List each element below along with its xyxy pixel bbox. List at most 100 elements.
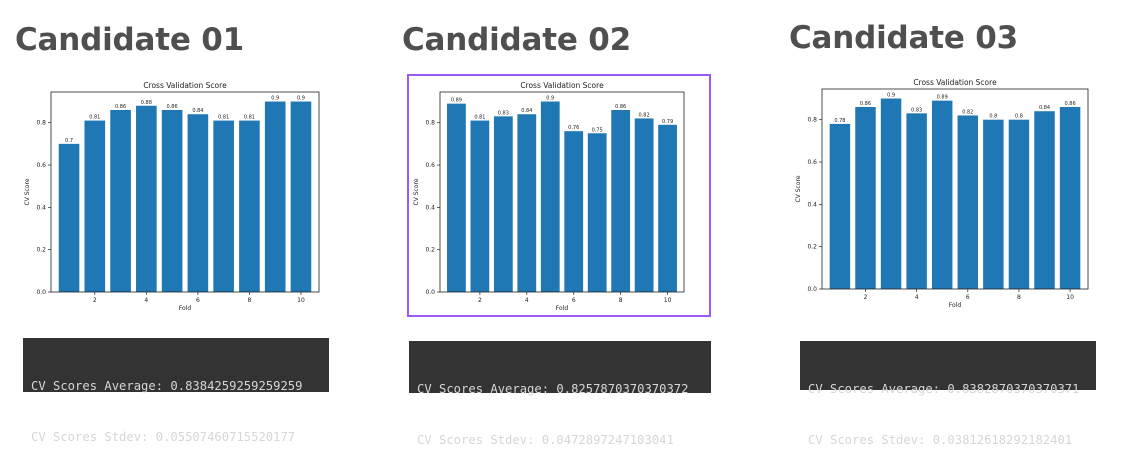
bar-value-label: 0.84 — [192, 108, 203, 114]
bar-value-label: 0.83 — [911, 107, 922, 113]
plot-frame — [821, 88, 1089, 290]
y-axis-label: CV Score — [795, 175, 802, 202]
x-tick-label: 6 — [966, 294, 970, 301]
bar-value-label: 0.81 — [244, 115, 255, 121]
y-tick-label: 0.4 — [807, 201, 817, 208]
candidate-01-heading: Candidate 01 — [15, 22, 245, 58]
bar-fold-2 — [470, 120, 490, 292]
bar-fold-1 — [58, 143, 80, 292]
x-tick-label: 10 — [1066, 294, 1074, 301]
y-tick-label: 0.4 — [425, 204, 435, 211]
candidate-01-chart: Cross Validation Score 0.7 0.81 0.86 0.88 0.8… — [20, 73, 350, 313]
x-tick-label: 4 — [915, 294, 919, 301]
bar-fold-6 — [187, 114, 209, 292]
cv-stdev-line: CV Scores Stdev: 0.0472897247103041 — [417, 433, 674, 447]
cv-average-line: CV Scores Average: 0.8257870370370372 — [417, 382, 689, 396]
bar-fold-2 — [84, 120, 106, 292]
bar-fold-3 — [493, 116, 513, 292]
bar-fold-5 — [931, 100, 953, 289]
bar-fold-9 — [634, 118, 654, 293]
bar-fold-6 — [957, 115, 979, 290]
bar-value-label: 0.9 — [887, 93, 895, 99]
y-tick-label: 0.8 — [807, 117, 817, 124]
bar-fold-8 — [239, 120, 260, 292]
bar-value-label: 0.84 — [521, 108, 532, 114]
bar-value-label: 0.9 — [271, 96, 279, 102]
bar-value-label: 0.8 — [989, 114, 997, 120]
bar-fold-6 — [564, 131, 584, 292]
y-tick-label: 0.6 — [36, 162, 46, 169]
bar-value-label: 0.76 — [568, 125, 579, 131]
bar-fold-9 — [264, 101, 286, 293]
y-tick-label: 0.2 — [807, 244, 817, 251]
bar-value-label: 0.9 — [297, 96, 305, 102]
y-tick-label: 0.6 — [807, 159, 817, 166]
bar-value-label: 0.7 — [65, 138, 73, 144]
candidate-02-heading: Candidate 02 — [402, 22, 632, 58]
y-axis-label: CV Score — [24, 178, 31, 205]
bar-fold-5 — [161, 109, 183, 293]
bar-value-label: 0.79 — [662, 119, 673, 125]
x-tick-label: 4 — [144, 297, 148, 304]
bar-fold-7 — [213, 120, 234, 292]
x-tick-label: 4 — [525, 297, 529, 304]
bar-fold-8 — [1008, 119, 1030, 289]
bar-fold-7 — [983, 119, 1004, 289]
bar-fold-3 — [880, 98, 902, 290]
y-tick-label: 0.2 — [425, 247, 435, 254]
x-tick-label: 6 — [572, 297, 576, 304]
bar-value-label: 0.81 — [89, 115, 100, 121]
cv-average-line: CV Scores Average: 0.8382870370370371 — [808, 382, 1080, 396]
x-tick-label: 2 — [478, 297, 482, 304]
y-tick-label: 0.8 — [36, 120, 46, 127]
bar-fold-4 — [906, 113, 927, 289]
bar-value-label: 0.81 — [474, 115, 485, 121]
x-tick-label: 10 — [664, 297, 672, 304]
bar-value-label: 0.86 — [1065, 101, 1076, 107]
cross-validation-bar-chart: Cross Validation Score0.780.860.90.830.8… — [795, 78, 1089, 309]
cross-validation-bar-chart: Cross Validation Score 0.89 0.81 0.83 0.84 0.… — [413, 81, 685, 312]
x-axis-label: Fold — [179, 305, 192, 312]
y-tick-label: 0.4 — [36, 204, 46, 211]
x-tick-label: 8 — [248, 297, 252, 304]
y-tick-label: 0.0 — [425, 289, 435, 296]
bar-value-label: 0.89 — [451, 98, 462, 104]
candidate-02-cv-output: CV Scores Average: 0.8257870370370372 CV… — [409, 341, 711, 447]
x-axis-label: Fold — [949, 302, 962, 309]
candidate-03-cv-output: CV Scores Average: 0.8382870370370371 CV… — [800, 341, 1096, 447]
bar-value-label: 0.86 — [615, 104, 626, 110]
y-tick-label: 0.0 — [807, 286, 817, 293]
bar-value-label: 0.86 — [115, 104, 126, 110]
bar-value-label: 0.88 — [141, 100, 152, 106]
chart-title: Cross Validation Score — [520, 81, 604, 90]
bar-fold-9 — [1034, 111, 1055, 289]
bar-fold-10 — [290, 101, 312, 293]
bar-fold-7 — [587, 133, 607, 292]
x-tick-label: 2 — [93, 297, 97, 304]
x-tick-label: 8 — [1017, 294, 1021, 301]
bar-value-label: 0.8 — [1015, 114, 1023, 120]
y-axis-label: CV Score — [413, 178, 420, 205]
bar-value-label: 0.9 — [546, 96, 554, 102]
cv-average-line: CV Scores Average: 0.8384259259259259 — [31, 379, 303, 393]
bar-value-label: 0.81 — [218, 115, 229, 121]
candidate-02-chart-selected[interactable]: Cross Validation Score 0.89 0.81 0.83 0.84 0.… — [407, 74, 711, 317]
x-axis-label: Fold — [556, 305, 569, 312]
bar-fold-1 — [829, 123, 851, 289]
bar-value-label: 0.86 — [860, 101, 871, 107]
bar-fold-2 — [855, 106, 876, 290]
plot-frame — [50, 91, 320, 293]
bar-value-label: 0.83 — [498, 110, 509, 116]
bar-value-label: 0.75 — [592, 127, 603, 133]
candidate-03-heading: Candidate 03 — [789, 20, 1019, 56]
bar-fold-5 — [540, 101, 560, 293]
bar-fold-8 — [611, 109, 631, 293]
x-tick-label: 2 — [864, 294, 868, 301]
x-tick-label: 10 — [297, 297, 305, 304]
cv-stdev-line: CV Scores Stdev: 0.05507460715520177 — [31, 430, 296, 444]
bar-value-label: 0.86 — [167, 104, 178, 110]
bar-value-label: 0.89 — [937, 95, 948, 101]
bar-value-label: 0.84 — [1039, 105, 1050, 111]
bar-fold-10 — [658, 124, 677, 292]
cross-validation-bar-chart: Cross Validation Score0.70.810.860.880.8… — [24, 81, 320, 312]
